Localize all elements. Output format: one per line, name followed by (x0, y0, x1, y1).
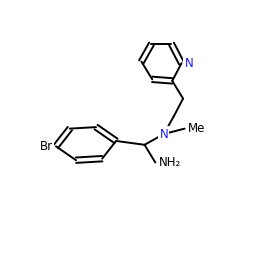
Text: N: N (159, 127, 168, 141)
Text: Me: Me (188, 122, 205, 135)
Text: N: N (184, 57, 193, 70)
Text: Br: Br (40, 140, 53, 153)
Text: NH₂: NH₂ (158, 156, 181, 169)
